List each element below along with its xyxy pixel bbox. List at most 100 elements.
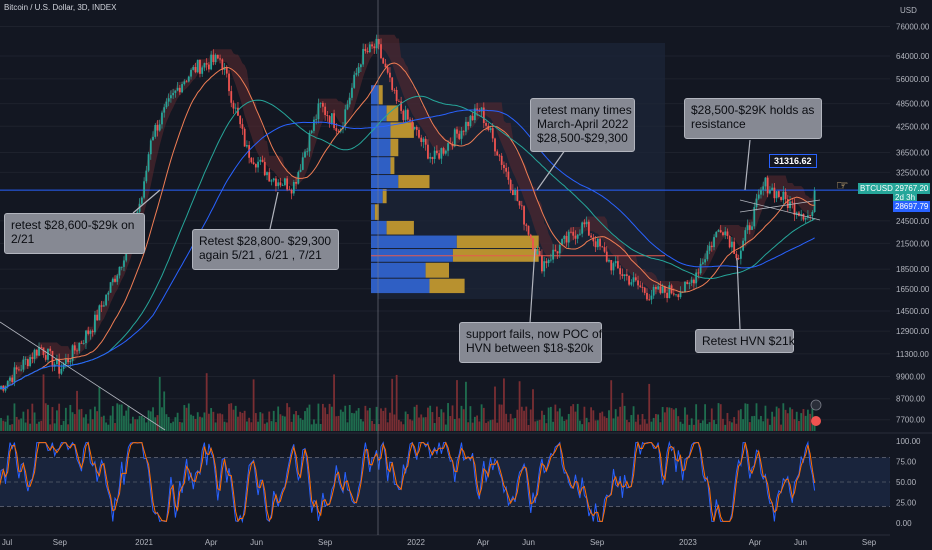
candle-body bbox=[234, 107, 237, 109]
volume-bar bbox=[9, 424, 11, 431]
price-tick-label: 32500.00 bbox=[896, 168, 930, 177]
bar-countdown: 2d 3h bbox=[893, 192, 918, 203]
volume-bar bbox=[98, 387, 101, 431]
volume-bar bbox=[793, 419, 796, 431]
volume-bar bbox=[147, 410, 150, 431]
candle-body bbox=[619, 268, 622, 275]
volume-bar bbox=[80, 408, 83, 431]
volume-bar bbox=[20, 418, 23, 431]
annotation-retest-feb21[interactable]: retest $28,600-$29k on 2/21 bbox=[4, 213, 145, 254]
volume-bar bbox=[554, 404, 557, 431]
time-tick-label: Sep bbox=[590, 538, 605, 547]
candle-body bbox=[212, 54, 215, 63]
volume-bar bbox=[585, 417, 588, 431]
volume-profile-sell bbox=[398, 175, 430, 189]
candle-body bbox=[798, 212, 800, 216]
volume-bar bbox=[672, 409, 675, 431]
volume-bar bbox=[415, 404, 418, 431]
candle-body bbox=[192, 67, 195, 70]
candle-body bbox=[353, 74, 356, 88]
annotation-retest-2022[interactable]: retest many times March-April 2022 $28,5… bbox=[530, 98, 635, 152]
volume-bar bbox=[717, 403, 720, 431]
volume-bar bbox=[576, 403, 579, 431]
candle-body bbox=[453, 129, 456, 147]
annotation-resistance[interactable]: $28,500-$29K holds as resistance bbox=[684, 98, 822, 139]
volume-bar bbox=[100, 416, 103, 431]
volume-bar bbox=[603, 416, 606, 431]
candle-body bbox=[509, 179, 512, 191]
candle-body bbox=[263, 161, 266, 176]
volume-bar bbox=[143, 417, 145, 431]
candle-body bbox=[409, 119, 411, 122]
time-tick-label: Jul bbox=[2, 538, 12, 547]
candle-body bbox=[485, 123, 487, 126]
volume-bar bbox=[655, 414, 657, 431]
volume-bar bbox=[693, 424, 695, 431]
candle-body bbox=[35, 349, 38, 356]
volume-bar bbox=[114, 423, 116, 431]
oscillator-tick-label: 50.00 bbox=[896, 478, 917, 487]
volume-bar bbox=[270, 421, 273, 431]
volume-bar bbox=[275, 422, 277, 431]
candle-body bbox=[728, 235, 731, 248]
annotation-line: support fails, now POC of bbox=[466, 327, 603, 341]
candle-body bbox=[442, 148, 445, 154]
oscillator-tick-label: 0.00 bbox=[896, 519, 912, 528]
candle-body bbox=[590, 235, 593, 238]
volume-bar bbox=[239, 411, 242, 431]
candle-body bbox=[648, 299, 651, 301]
volume-bar bbox=[178, 421, 181, 431]
candle-body bbox=[98, 305, 101, 321]
volume-bar bbox=[657, 414, 660, 431]
candle-body bbox=[706, 250, 709, 260]
volume-bar bbox=[268, 411, 271, 431]
volume-bar bbox=[185, 407, 188, 431]
candle-body bbox=[40, 346, 43, 348]
volume-bar bbox=[400, 421, 403, 431]
volume-bar bbox=[724, 424, 727, 431]
volume-bar bbox=[56, 410, 58, 431]
candle-body bbox=[518, 200, 521, 206]
candle-body bbox=[666, 292, 668, 299]
annotation-retest-2021[interactable]: Retest $28,800- $29,300 again 5/21 , 6/2… bbox=[192, 229, 339, 270]
candle-body bbox=[793, 202, 796, 215]
volume-bar bbox=[777, 408, 780, 431]
volume-bar bbox=[82, 417, 85, 431]
volume-bar bbox=[194, 418, 197, 431]
volume-bar bbox=[561, 416, 563, 431]
price-tick-label: 9900.00 bbox=[896, 373, 925, 382]
candle-body bbox=[149, 140, 152, 155]
candle-body bbox=[786, 199, 789, 209]
volume-bar bbox=[102, 415, 105, 431]
annotation-line: Retest $28,800- $29,300 bbox=[199, 234, 332, 248]
volume-bar bbox=[212, 411, 215, 431]
volume-bar bbox=[621, 392, 624, 431]
candle-body bbox=[51, 350, 54, 367]
volume-bar bbox=[306, 407, 309, 431]
volume-bar bbox=[800, 413, 803, 431]
volume-bar bbox=[731, 422, 733, 431]
volume-bar bbox=[384, 407, 387, 431]
annotation-line: Retest HVN $21k bbox=[702, 334, 795, 348]
wedge-line-upper bbox=[739, 199, 821, 221]
volume-bar bbox=[210, 408, 213, 431]
price-tick-label: 24500.00 bbox=[896, 217, 930, 226]
candle-body bbox=[572, 231, 575, 236]
annotation-retest-hvn[interactable]: Retest HVN $21k bbox=[695, 329, 795, 353]
volume-bar bbox=[111, 406, 114, 431]
volume-bar bbox=[362, 421, 365, 431]
volume-bar bbox=[480, 404, 483, 431]
candle-body bbox=[158, 124, 161, 131]
volume-bar bbox=[639, 424, 642, 431]
trendlines bbox=[0, 199, 821, 431]
volume-bar bbox=[478, 421, 481, 431]
volume-bar bbox=[529, 409, 532, 431]
candle-body bbox=[85, 330, 87, 344]
annotation-support-fails[interactable]: support fails, now POC of HVN between $1… bbox=[459, 322, 602, 363]
volume-bar bbox=[47, 404, 49, 431]
volume-bar bbox=[608, 410, 610, 431]
candle-body bbox=[107, 292, 110, 295]
candle-body bbox=[623, 274, 626, 276]
time-tick-label: 2022 bbox=[407, 538, 425, 547]
